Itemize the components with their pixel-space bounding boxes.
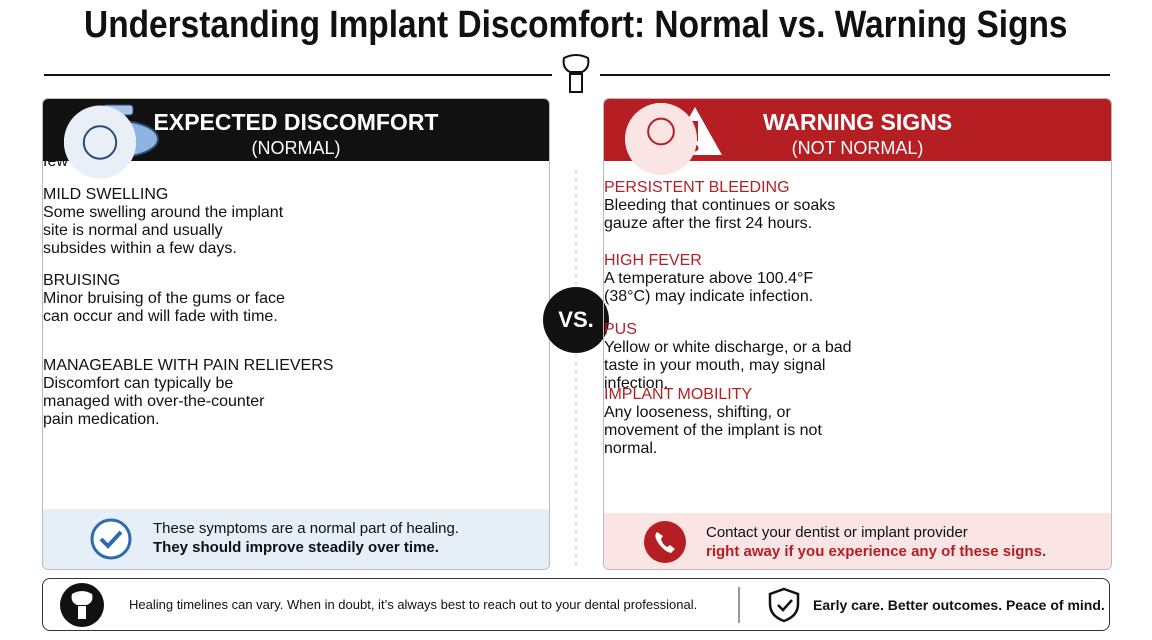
vs-badge: VS. (543, 287, 609, 353)
item-row: PUS Yellow or white discharge, or a bad t… (604, 103, 1076, 392)
note-line: They should improve steadily over time. (153, 539, 439, 556)
note-line: These symptoms are a normal part of heal… (153, 520, 459, 537)
item-text: Yellow or white discharge, or a bad tast… (604, 339, 852, 392)
item-row: HIGH FEVER A temperature above 100.4°F (3… (604, 103, 1076, 321)
check-icon (90, 518, 132, 560)
item-title: PUS (604, 321, 637, 338)
item-icon (632, 103, 690, 160)
item-text: Discomfort can typically be managed with… (43, 375, 265, 428)
item-row: PERSISTENT BLEEDING Bleeding that continu… (604, 103, 1076, 252)
subheading: (NORMAL) (251, 138, 341, 158)
dotted-divider (575, 170, 577, 570)
heading: EXPECTED DISCOMFORT (153, 109, 439, 135)
normal-panel: EXPECTED DISCOMFORT (NORMAL) These sympt… (42, 98, 550, 570)
normal-note: These symptoms are a normal part of heal… (153, 519, 459, 557)
item-row: IMPLANT MOBILITY Any looseness, shifting,… (604, 103, 1076, 457)
title: Understanding Implant Discomfort: Normal… (0, 4, 1152, 47)
item-icon (64, 106, 136, 179)
item-title: MANAGEABLE WITH PAIN RELIEVERS (43, 357, 334, 374)
item-title: BRUISING (43, 272, 121, 289)
warning-note-box (604, 513, 1111, 569)
warning-panel: WARNING SIGNS (NOT NORMAL) Contact your … (603, 98, 1112, 570)
item-row: MILD SWELLING Some swelling around the im… (43, 106, 515, 272)
item-text: Bleeding that continues or soaks gauze a… (604, 197, 836, 232)
phone-icon (644, 521, 686, 563)
divider (44, 54, 1110, 93)
item-row: BRUISING Minor bruising of the gums or fa… (43, 105, 515, 357)
item-row: MANAGEABLE WITH PAIN RELIEVERS Discomfort… (43, 106, 515, 444)
item-text: Minor bruising of the gums or face can o… (43, 290, 285, 325)
subheading: (NOT NORMAL) (791, 138, 924, 158)
footer-text: Healing timelines can vary. When in doub… (129, 597, 698, 612)
item-title: PERSISTENT BLEEDING (604, 179, 790, 196)
note-line: Contact your dentist or implant provider (706, 524, 968, 541)
warning-note: Contact your dentist or implant provider… (706, 523, 1046, 561)
heading: WARNING SIGNS (762, 109, 953, 135)
shield-icon (738, 587, 800, 623)
footer-tagline: Early care. Better outcomes. Peace of mi… (813, 597, 1105, 613)
note-line: right away if you experience any of thes… (706, 543, 1047, 560)
item-text: Any looseness, shifting, or movement of … (604, 404, 822, 457)
item-title: HIGH FEVER (604, 252, 702, 269)
title-text: Understanding Implant Discomfort: Normal… (84, 4, 1068, 46)
vs-text: VS. (558, 307, 593, 332)
footer: Healing timelines can vary. When in doub… (42, 578, 1110, 631)
item-title: MILD SWELLING (43, 186, 169, 203)
item-title: IMPLANT MOBILITY (604, 386, 753, 403)
item-text: Some swelling around the implant site is… (43, 204, 284, 257)
item-text: A temperature above 100.4°F (38°C) may i… (604, 270, 814, 305)
tooth-icon (60, 583, 104, 627)
